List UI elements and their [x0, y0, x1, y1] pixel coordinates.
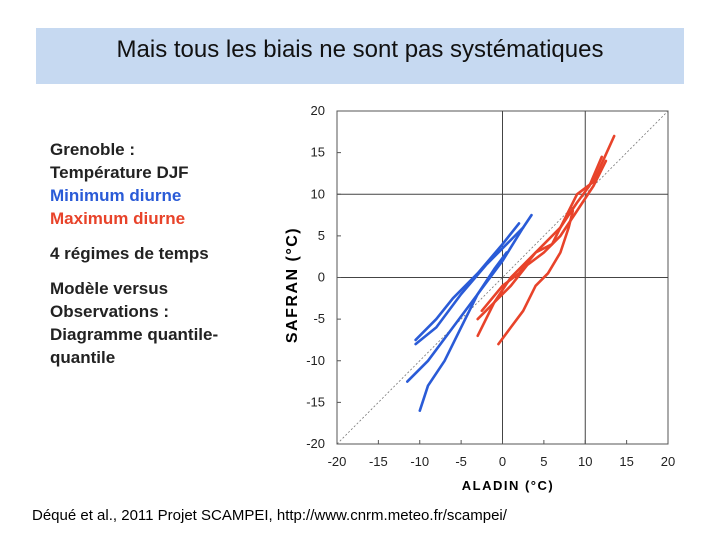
- series-maximum-5: [476, 155, 604, 338]
- y-tick-label: -5: [313, 311, 325, 326]
- y-tick-label: -10: [306, 353, 325, 368]
- desc-model4: quantile: [50, 348, 116, 367]
- y-tick-label: 0: [318, 270, 325, 285]
- x-tick-label: 15: [619, 454, 633, 469]
- x-tick-label: 0: [499, 454, 506, 469]
- slide-title: Mais tous les biais ne sont pas systémat…: [116, 36, 604, 63]
- x-tick-label: 10: [578, 454, 592, 469]
- citation: Déqué et al., 2011 Projet SCAMPEI, http:…: [32, 507, 507, 524]
- description-text: Grenoble : Température DJF Minimum diurn…: [50, 138, 218, 369]
- desc-model3: Diagramme quantile-: [50, 325, 219, 344]
- y-tick-label: 10: [311, 186, 325, 201]
- y-tick-label: 20: [311, 103, 325, 118]
- series-minimum-0: [405, 213, 533, 383]
- desc-model1: Modèle versus: [50, 279, 169, 298]
- series-minimum-3: [418, 251, 508, 413]
- title-bar: Mais tous les biais ne sont pas systémat…: [36, 28, 684, 84]
- x-tick-label: 5: [540, 454, 547, 469]
- y-axis-label: SAFRAN (°C): [284, 227, 301, 343]
- x-axis-label: ALADIN (°C): [462, 478, 554, 493]
- x-tick-label: -10: [410, 454, 429, 469]
- y-tick-label: 5: [318, 228, 325, 243]
- desc-regimes: 4 régimes de temps: [50, 244, 209, 263]
- x-tick-label: -15: [369, 454, 388, 469]
- series-minimum-2: [414, 222, 521, 342]
- series-maximum-4: [476, 159, 608, 321]
- y-tick-label: -20: [306, 436, 325, 451]
- series-minimum-1: [414, 226, 525, 346]
- desc-maximum: Maximum diurne: [50, 209, 186, 228]
- y-tick-label: 15: [311, 145, 325, 160]
- desc-variable: Température DJF: [50, 163, 189, 182]
- series-maximum-6: [480, 134, 616, 313]
- series-maximum-7: [497, 209, 575, 346]
- x-tick-label: -5: [455, 454, 467, 469]
- desc-model2: Observations :: [50, 302, 170, 321]
- x-tick-label: -20: [328, 454, 347, 469]
- desc-minimum: Minimum diurne: [50, 186, 182, 205]
- desc-location: Grenoble :: [50, 140, 136, 159]
- y-tick-label: -15: [306, 394, 325, 409]
- x-tick-label: 20: [661, 454, 675, 469]
